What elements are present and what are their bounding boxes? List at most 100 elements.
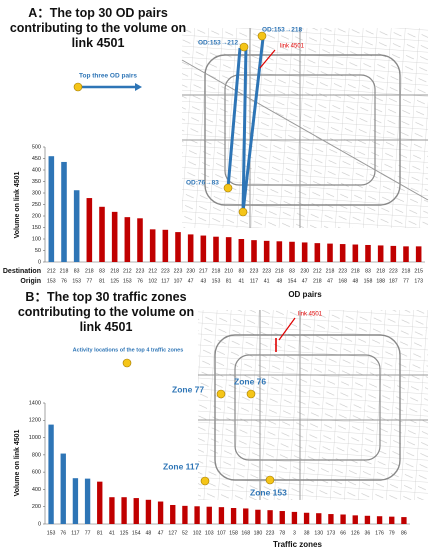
x-tick-label: 86	[401, 530, 407, 536]
y-tick-label: 400	[32, 487, 41, 493]
origin-label: 107	[174, 278, 183, 284]
x-tick-label: 81	[97, 530, 103, 536]
y-tick-label: 500	[32, 144, 41, 150]
bar	[206, 506, 212, 524]
bar	[403, 246, 409, 262]
x-tick-label: 212	[47, 268, 56, 274]
y-tick-label: 150	[32, 225, 41, 231]
y-tick-label: 200	[32, 213, 41, 219]
bar	[133, 498, 139, 524]
x-axis-label: OD pairs	[288, 290, 322, 299]
x-tick-label: 52	[182, 530, 188, 536]
x-tick-label: 217	[199, 268, 208, 274]
x-tick-label: 180	[254, 530, 263, 536]
x-tick-label: 230	[186, 268, 195, 274]
bar	[401, 517, 407, 524]
row-label: Origin	[20, 278, 41, 285]
bar	[263, 240, 270, 262]
bar	[48, 424, 54, 524]
bar	[238, 239, 245, 262]
x-tick-label: 218	[402, 268, 411, 274]
bar	[225, 237, 232, 262]
x-tick-label: 158	[229, 530, 238, 536]
x-tick-label: 223	[389, 268, 398, 274]
x-tick-label: 218	[376, 268, 385, 274]
origin-label: 48	[276, 278, 282, 284]
x-tick-label: 210	[224, 268, 233, 274]
x-tick-label: 223	[174, 268, 183, 274]
bar	[301, 242, 308, 262]
bar	[339, 244, 346, 262]
y-tick-label: 1200	[29, 418, 41, 424]
x-tick-label: 218	[326, 268, 335, 274]
map-b	[122, 310, 428, 500]
x-tick-label: 212	[123, 268, 132, 274]
bar	[316, 513, 322, 524]
y-tick-label: 1000	[29, 435, 41, 441]
bar	[99, 206, 105, 262]
annotation: Top three OD pairs	[79, 73, 137, 80]
x-axis-label: Traffic zones	[273, 540, 322, 549]
x-tick-label: 230	[300, 268, 309, 274]
x-tick-label: 218	[275, 268, 284, 274]
bar	[376, 516, 383, 524]
bar	[61, 161, 67, 262]
x-tick-label: 176	[375, 530, 384, 536]
x-tick-label: 173	[327, 530, 336, 536]
origin-label: 102	[148, 278, 157, 284]
y-tick-label: 350	[32, 179, 41, 185]
panel-b-title: B：The top 30 traffic zones contributing …	[17, 290, 195, 334]
bar	[48, 156, 55, 262]
origin-label: 153	[212, 278, 221, 284]
origin-label: 117	[161, 278, 169, 284]
bar	[289, 241, 295, 262]
bar	[255, 509, 261, 524]
origin-label: 153	[72, 278, 81, 284]
origin-label: 81	[226, 278, 232, 284]
bar	[328, 514, 334, 524]
bar	[84, 478, 91, 524]
bar	[377, 245, 384, 262]
bar	[230, 508, 237, 524]
x-tick-label: 223	[266, 530, 275, 536]
annotation: Zone 77	[172, 384, 204, 394]
map-a	[73, 28, 429, 228]
x-tick-label: 168	[241, 530, 250, 536]
annotation: Zone 76	[234, 376, 266, 386]
x-tick-label: 77	[85, 530, 91, 536]
origin-label: 187	[389, 278, 398, 284]
annotation: Activity locations of the top 4 traffic …	[73, 347, 184, 353]
origin-label: 117	[250, 278, 258, 284]
origin-label: 76	[137, 278, 143, 284]
annotation: OD:153→212	[198, 40, 238, 47]
bar	[182, 505, 188, 524]
origin-label: 154	[288, 278, 297, 284]
row-label: Destination	[3, 268, 41, 275]
origin-label: 43	[200, 278, 206, 284]
origin-label: 125	[110, 278, 119, 284]
bar	[276, 241, 283, 262]
x-tick-label: 125	[120, 530, 129, 536]
annotation: Zone 153	[250, 487, 287, 497]
x-tick-label: 212	[148, 268, 157, 274]
x-tick-label: 103	[205, 530, 214, 536]
origin-label: 81	[99, 278, 105, 284]
x-tick-label: 218	[85, 268, 94, 274]
x-tick-label: 117	[71, 530, 79, 536]
x-tick-label: 66	[340, 530, 346, 536]
bar	[175, 232, 181, 262]
bar	[303, 512, 310, 524]
x-tick-label: 218	[212, 268, 221, 274]
x-tick-label: 107	[217, 530, 226, 536]
bar	[291, 511, 298, 524]
origin-label: 158	[364, 278, 373, 284]
origin-label: 188	[376, 278, 385, 284]
origin-label: 41	[264, 278, 270, 284]
bar	[213, 236, 219, 262]
bar	[60, 453, 66, 524]
origin-label: 76	[61, 278, 67, 284]
x-tick-label: 48	[146, 530, 152, 536]
x-tick-label: 223	[262, 268, 271, 274]
y-tick-label: 600	[32, 470, 41, 476]
y-tick-label: 50	[35, 248, 41, 254]
